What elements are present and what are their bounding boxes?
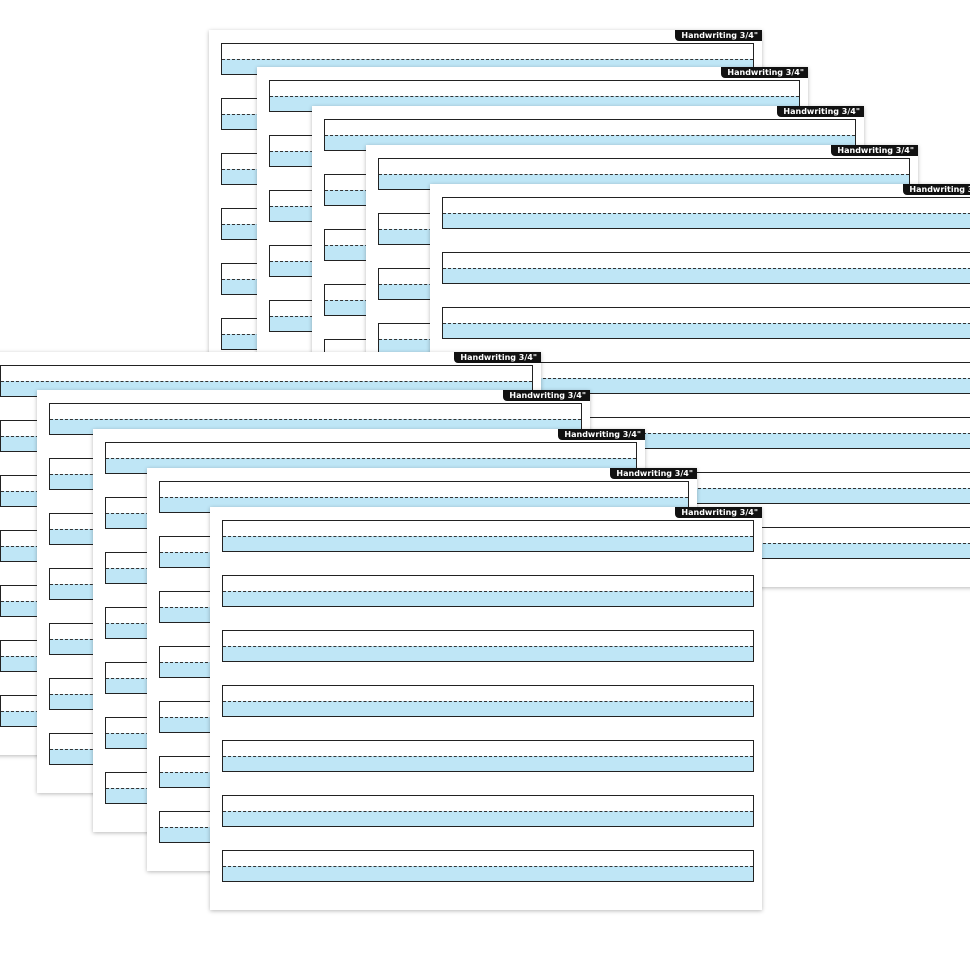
- dashed-midline: [443, 213, 970, 214]
- dashed-midline: [379, 174, 909, 175]
- sheet-label-tab: Handwriting 3/4": [831, 145, 918, 156]
- writing-line: [442, 252, 970, 284]
- writing-line: [442, 307, 970, 339]
- sheet-label-tab: Handwriting 3/4": [675, 30, 762, 41]
- dashed-midline: [1, 381, 532, 382]
- dashed-midline: [443, 268, 970, 269]
- sheet-label-tab: Handwriting 3/4": [777, 106, 864, 117]
- writing-line: [222, 685, 754, 717]
- dashed-midline: [222, 59, 753, 60]
- writing-line: [222, 795, 754, 827]
- sheet-label-tab: Handwriting 3/4": [903, 184, 970, 195]
- sheet-label-tab: Handwriting 3/4": [610, 468, 697, 479]
- dashed-midline: [443, 378, 970, 379]
- dashed-midline: [160, 497, 688, 498]
- dashed-midline: [223, 591, 753, 592]
- dashed-midline: [443, 323, 970, 324]
- writing-line: [222, 850, 754, 882]
- writing-line: [222, 740, 754, 772]
- dashed-midline: [223, 701, 753, 702]
- dashed-midline: [223, 756, 753, 757]
- dashed-midline: [223, 866, 753, 867]
- sheet-label-tab: Handwriting 3/4": [454, 352, 541, 363]
- sheet-label-tab: Handwriting 3/4": [721, 67, 808, 78]
- sheet-label-tab: Handwriting 3/4": [558, 429, 645, 440]
- dashed-midline: [443, 488, 970, 489]
- sheet-label-tab: Handwriting 3/4": [503, 390, 590, 401]
- dashed-midline: [223, 536, 753, 537]
- writing-line: [442, 197, 970, 229]
- dashed-midline: [223, 646, 753, 647]
- writing-line: [222, 575, 754, 607]
- dashed-midline: [270, 96, 799, 97]
- sheet-label-tab: Handwriting 3/4": [675, 507, 762, 518]
- dashed-midline: [325, 135, 855, 136]
- handwriting-sheet: Handwriting 3/4": [210, 507, 762, 910]
- dashed-midline: [106, 458, 636, 459]
- writing-line: [222, 520, 754, 552]
- writing-line: [222, 630, 754, 662]
- dashed-midline: [223, 811, 753, 812]
- dashed-midline: [50, 419, 581, 420]
- dashed-midline: [443, 433, 970, 434]
